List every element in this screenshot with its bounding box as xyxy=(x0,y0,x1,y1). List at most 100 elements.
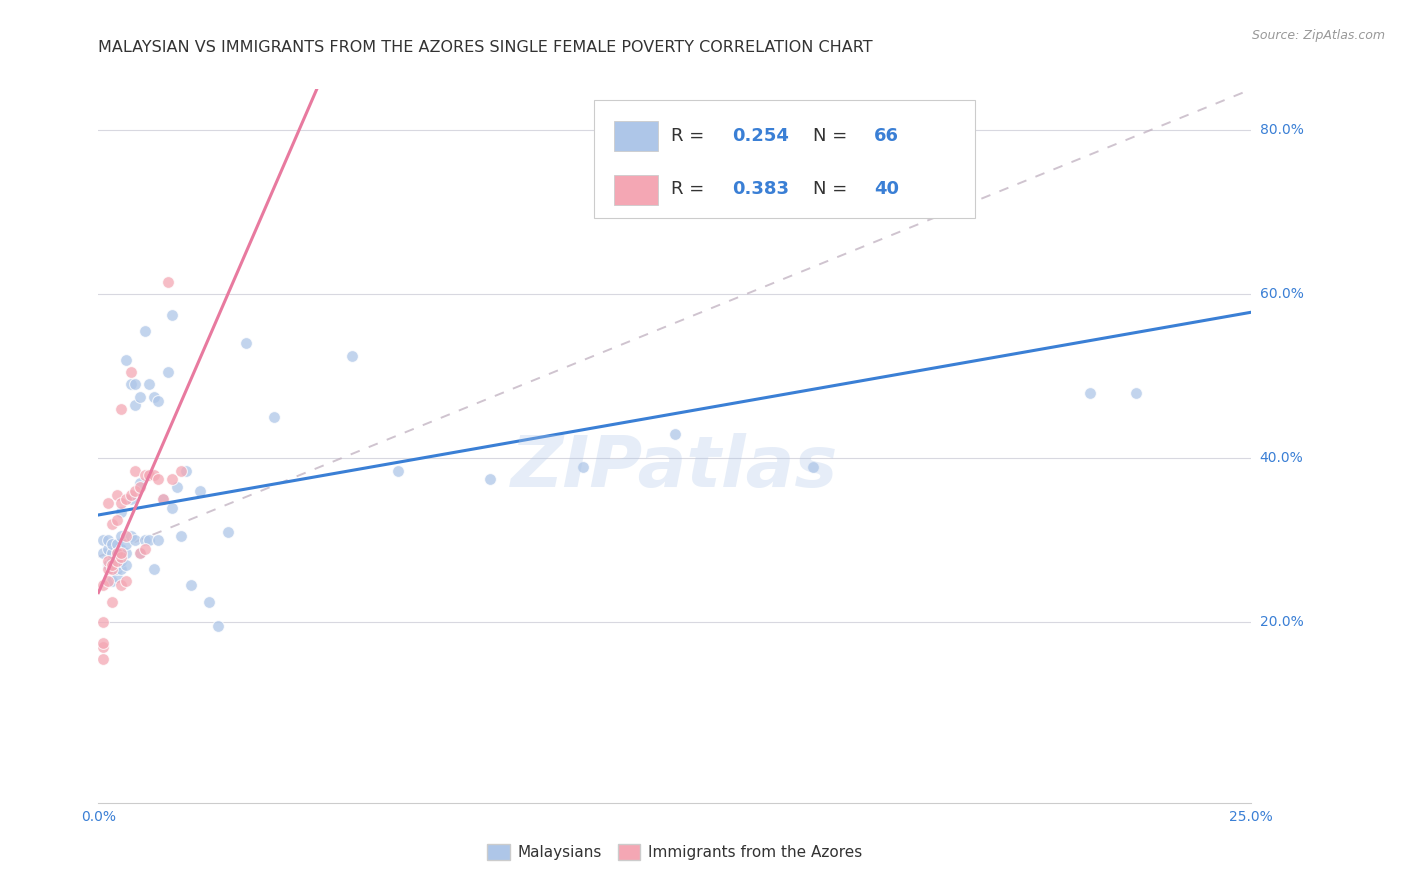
Point xyxy=(152,492,174,507)
Point xyxy=(91,546,114,560)
Point xyxy=(97,562,120,576)
Point xyxy=(91,640,114,654)
Point xyxy=(101,537,124,551)
Point xyxy=(101,562,124,576)
Point xyxy=(120,529,142,543)
Text: 20.0%: 20.0% xyxy=(1260,615,1303,630)
Point xyxy=(105,570,128,584)
Point xyxy=(115,537,138,551)
Point xyxy=(138,377,160,392)
Text: ZIPatlas: ZIPatlas xyxy=(512,433,838,502)
Point xyxy=(198,595,221,609)
Point xyxy=(1125,385,1147,400)
Point xyxy=(110,541,132,556)
Point xyxy=(124,533,146,548)
Point xyxy=(105,537,128,551)
Point xyxy=(120,377,142,392)
Point xyxy=(142,562,165,576)
Point xyxy=(110,549,132,564)
Point xyxy=(160,308,183,322)
Point xyxy=(105,488,128,502)
Point xyxy=(207,619,229,633)
Point xyxy=(142,467,165,482)
Point xyxy=(170,464,193,478)
Point xyxy=(115,492,138,507)
Point xyxy=(188,484,211,499)
Point xyxy=(97,496,120,510)
Point xyxy=(120,365,142,379)
FancyBboxPatch shape xyxy=(595,100,974,218)
Point xyxy=(120,492,142,507)
Point xyxy=(91,578,114,592)
Point xyxy=(91,636,114,650)
Point xyxy=(101,574,124,589)
Point xyxy=(115,574,138,589)
Point xyxy=(129,546,152,560)
Point xyxy=(101,546,124,560)
Text: 40: 40 xyxy=(875,180,900,198)
Point xyxy=(180,578,202,592)
Point xyxy=(134,533,156,548)
Point xyxy=(387,464,409,478)
Point xyxy=(110,546,132,560)
Point xyxy=(115,529,138,543)
Text: 0.383: 0.383 xyxy=(733,180,790,198)
Point xyxy=(97,541,120,556)
Text: N =: N = xyxy=(813,180,853,198)
Point xyxy=(110,505,132,519)
Point xyxy=(1078,385,1101,400)
Point xyxy=(105,554,128,568)
Point xyxy=(97,554,120,568)
Text: MALAYSIAN VS IMMIGRANTS FROM THE AZORES SINGLE FEMALE POVERTY CORRELATION CHART: MALAYSIAN VS IMMIGRANTS FROM THE AZORES … xyxy=(98,40,873,55)
Point xyxy=(97,558,120,572)
Point xyxy=(156,275,179,289)
Point xyxy=(91,533,114,548)
Point xyxy=(105,562,128,576)
Point xyxy=(134,541,156,556)
Point xyxy=(101,595,124,609)
Point xyxy=(479,472,502,486)
Bar xyxy=(614,121,658,152)
Point xyxy=(801,459,824,474)
Point xyxy=(105,554,128,568)
Point xyxy=(110,529,132,543)
Point xyxy=(148,533,170,548)
Point xyxy=(129,546,152,560)
Point xyxy=(166,480,188,494)
Point xyxy=(340,349,363,363)
Point xyxy=(120,488,142,502)
Point xyxy=(941,180,963,194)
Point xyxy=(91,615,114,630)
Point xyxy=(97,574,120,589)
Point xyxy=(160,472,183,486)
Text: R =: R = xyxy=(672,127,710,145)
Text: 40.0%: 40.0% xyxy=(1260,451,1303,466)
Text: 60.0%: 60.0% xyxy=(1260,287,1303,301)
Point xyxy=(152,492,174,507)
Point xyxy=(142,390,165,404)
Legend: Malaysians, Immigrants from the Azores: Malaysians, Immigrants from the Azores xyxy=(481,838,869,866)
Point xyxy=(664,426,686,441)
Point xyxy=(115,352,138,367)
Point xyxy=(138,533,160,548)
Text: R =: R = xyxy=(672,180,710,198)
Point xyxy=(101,554,124,568)
Point xyxy=(148,472,170,486)
Point xyxy=(148,393,170,408)
Point xyxy=(129,480,152,494)
Point xyxy=(134,467,156,482)
Point xyxy=(105,558,128,572)
Point xyxy=(105,513,128,527)
Point xyxy=(101,558,124,572)
Point xyxy=(115,558,138,572)
Point xyxy=(105,546,128,560)
Point xyxy=(110,402,132,417)
Point xyxy=(110,546,132,560)
Point xyxy=(110,554,132,568)
Bar xyxy=(614,175,658,205)
Point xyxy=(170,529,193,543)
Point xyxy=(91,652,114,666)
Point xyxy=(110,578,132,592)
Point xyxy=(110,496,132,510)
Point xyxy=(134,324,156,338)
